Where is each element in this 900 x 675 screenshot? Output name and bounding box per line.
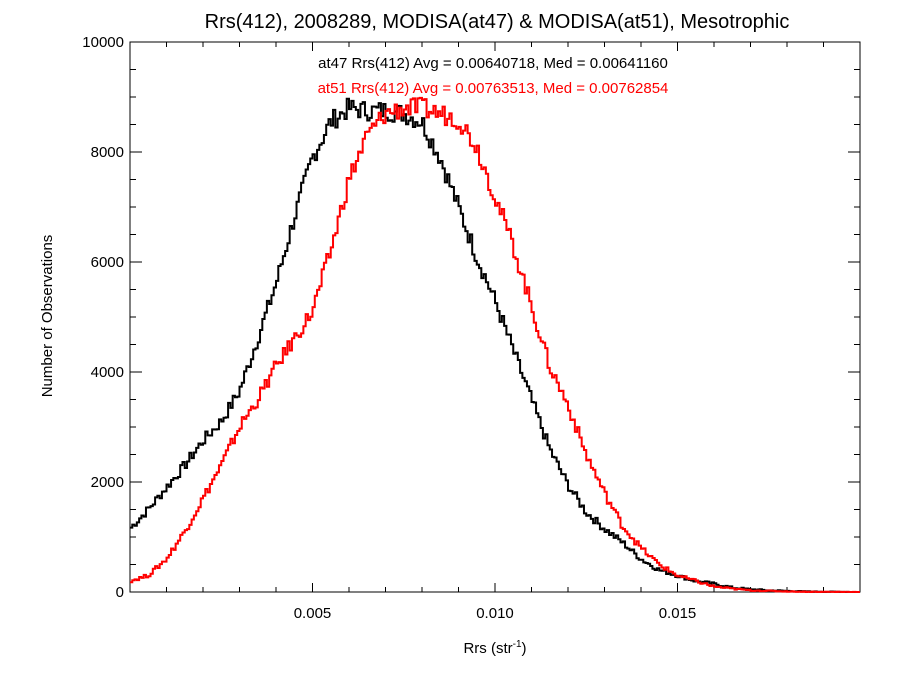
x-tick-label: 0.010 (476, 605, 514, 622)
y-tick-label: 2000 (91, 474, 124, 491)
annotations: at47 Rrs(412) Avg = 0.00640718, Med = 0.… (318, 55, 669, 97)
x-tick-label: 0.015 (659, 605, 697, 622)
y-tick-label: 6000 (91, 254, 124, 271)
y-tick-label: 0 (116, 584, 124, 601)
x-axis-label-superscript: -1 (513, 639, 522, 650)
plot-frame (129, 41, 861, 593)
series-line (130, 96, 860, 593)
annotation-text: at51 Rrs(412) Avg = 0.00763513, Med = 0.… (318, 80, 669, 97)
series-line (130, 97, 860, 593)
chart-title: Rrs(412), 2008289, MODISA(at47) & MODISA… (205, 11, 790, 33)
x-axis: 0.005 0.010 0.015 (166, 42, 824, 622)
series-lines (130, 96, 860, 593)
x-axis-label: Rrs (str-1) (463, 639, 526, 657)
y-axis: 0 2000 4000 6000 8000 10000 (82, 34, 860, 601)
x-tick-label: 0.005 (294, 605, 332, 622)
y-tick-label: 8000 (91, 144, 124, 161)
y-tick-label: 10000 (82, 34, 124, 51)
annotation-text: at47 Rrs(412) Avg = 0.00640718, Med = 0.… (318, 55, 668, 72)
y-tick-label: 4000 (91, 364, 124, 381)
y-axis-label: Number of Observations (39, 235, 56, 398)
